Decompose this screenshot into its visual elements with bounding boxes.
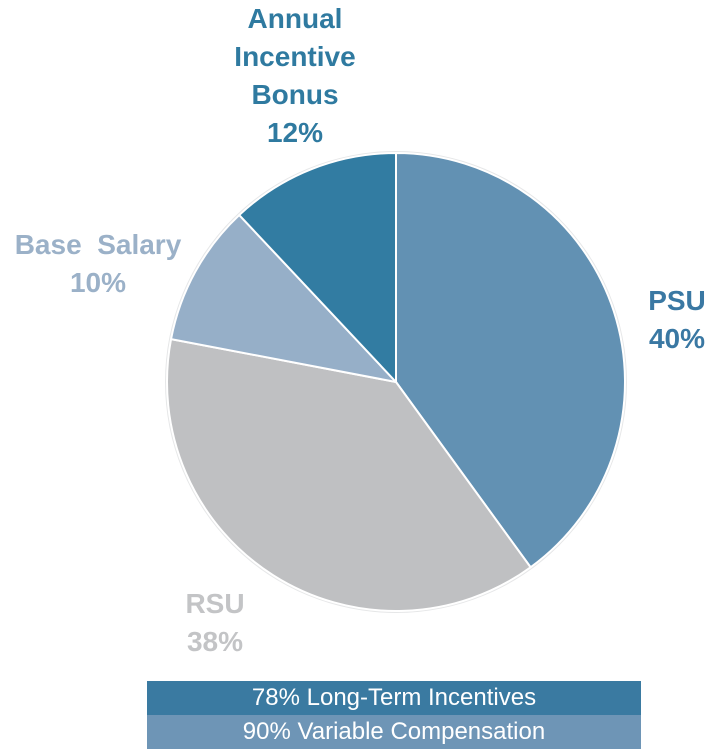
pie-slice-psu [395,152,626,569]
rsu-label: RSU 38% [170,585,260,661]
base-salary-label: Base Salary 10% [0,226,196,302]
aib-line-3: Bonus [251,79,339,110]
base-salary-line-2: 10% [69,267,127,298]
aib-line-4: 12% [266,117,324,148]
psu-label: PSU 40% [632,282,709,358]
rsu-line-1: RSU [185,588,245,619]
long-term-incentives-band: 78% Long-Term Incentives [147,681,641,715]
annual-incentive-bonus-label: Annual Incentive Bonus 12% [195,0,395,152]
pie-slice-base-salary [170,214,397,383]
base-salary-line-1: Base Salary [14,229,182,260]
rsu-line-2: 38% [186,626,244,657]
pie-slice-annual-incentive-bonus [238,152,397,383]
variable-compensation-band: 90% Variable Compensation [147,715,641,749]
pie-slice-rsu [166,338,532,612]
aib-line-2: Incentive [234,41,356,72]
aib-line-1: Annual [247,3,343,34]
psu-line-2: 40% [648,323,706,354]
psu-line-1: PSU [648,285,706,316]
